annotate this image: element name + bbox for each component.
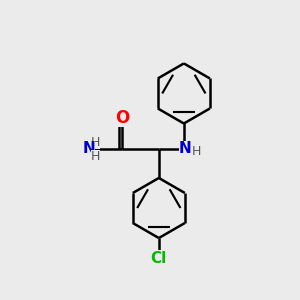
Text: N: N	[82, 141, 95, 156]
Text: Cl: Cl	[151, 251, 167, 266]
Text: H: H	[91, 136, 100, 149]
Text: H: H	[91, 150, 100, 163]
Text: H: H	[191, 145, 201, 158]
Text: O: O	[115, 109, 129, 127]
Text: N: N	[179, 141, 192, 156]
